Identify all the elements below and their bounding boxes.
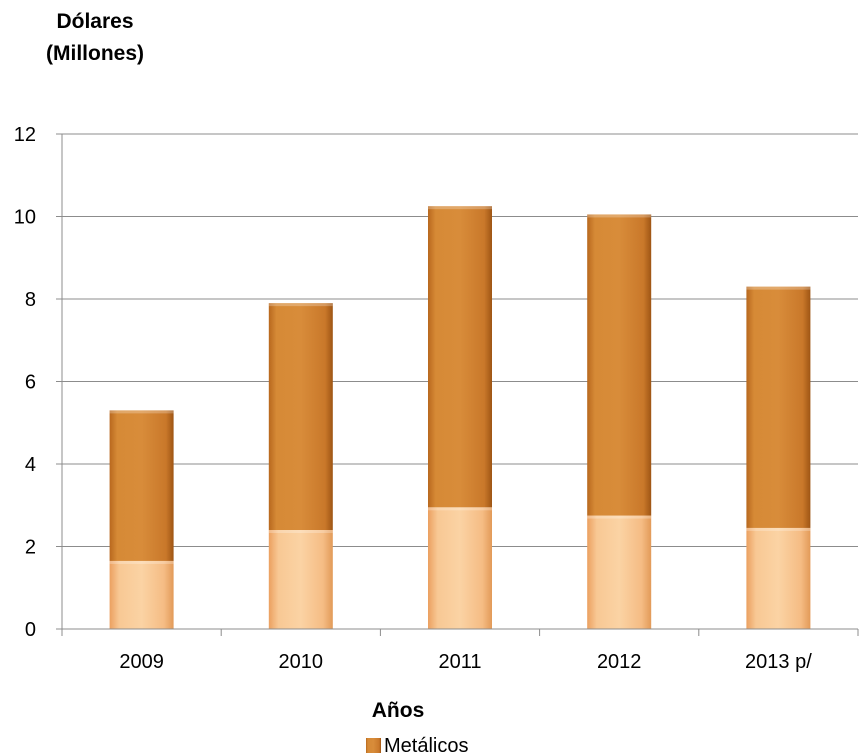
bar-segment-metalicos xyxy=(268,303,333,530)
bar-segment-bevel xyxy=(428,206,492,210)
bar-segment-metalicos xyxy=(746,286,811,528)
axis-layer: 0 2 4 6 8 10 12 2009 2010 2011 2012 2013 p/ xyxy=(14,124,859,673)
bar-segment-metalicos xyxy=(587,214,652,516)
y-tick-label: 6 xyxy=(25,372,36,394)
legend-label: Metálicos xyxy=(384,735,468,756)
bar-segment-bevel xyxy=(587,214,652,218)
x-tick-label: 2011 xyxy=(438,651,481,673)
y-tick-label: 10 xyxy=(14,207,36,229)
bar-segment-base xyxy=(746,527,811,629)
bar-segment-bevel xyxy=(428,507,492,511)
x-tick-label: 2009 xyxy=(119,651,164,673)
y-tick-label: 2 xyxy=(25,537,36,559)
bar-segment-bevel xyxy=(746,286,811,290)
bar-segment-bevel xyxy=(268,530,333,533)
x-tick-label: 2013 p/ xyxy=(745,651,812,673)
bar-segment-bevel xyxy=(268,303,333,307)
x-axis-label: Años xyxy=(372,699,425,722)
y-axis-label-line-1: Dólares xyxy=(56,10,134,33)
bar-segment-metalicos xyxy=(428,206,492,508)
legend-swatch xyxy=(366,738,381,753)
bar-segment-bevel xyxy=(746,527,811,531)
bar-segment-base xyxy=(428,507,492,629)
bar-segment-bevel xyxy=(109,560,174,564)
x-tick-label: 2010 xyxy=(279,651,324,673)
bar-segment-metalicos xyxy=(109,410,174,561)
bar-segment-base xyxy=(587,515,652,629)
y-tick-label: 12 xyxy=(14,124,36,146)
y-tick-label: 4 xyxy=(25,454,36,476)
bar-segment-base xyxy=(268,530,333,629)
bar-segment-bevel xyxy=(587,515,652,519)
y-tick-label: 8 xyxy=(25,289,36,311)
y-tick-label: 0 xyxy=(25,619,36,641)
x-tick-label: 2012 xyxy=(597,651,642,673)
bar-segment-base xyxy=(109,560,174,629)
bars-layer xyxy=(109,206,811,629)
bar-segment-bevel xyxy=(109,410,174,414)
legend: Metálicos xyxy=(366,735,468,756)
y-axis-label: Dólares (Millones) xyxy=(46,6,144,70)
y-axis-label-line-2: (Millones) xyxy=(46,42,144,65)
